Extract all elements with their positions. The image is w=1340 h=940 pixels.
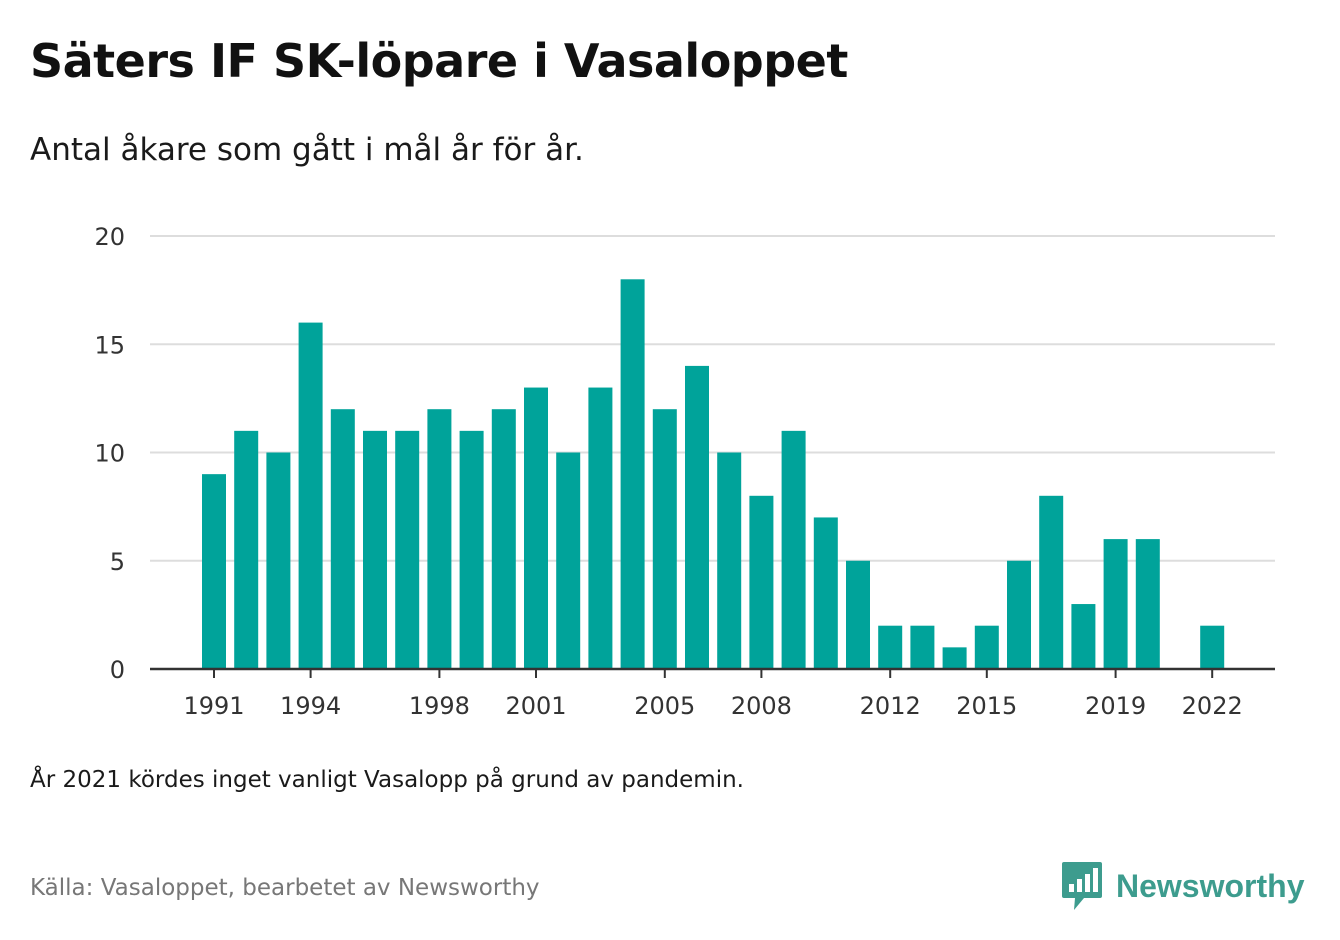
x-tick-label: 2005	[634, 692, 695, 720]
bar-2017	[1039, 495, 1064, 669]
bar-2009	[781, 430, 806, 669]
bars	[202, 279, 1225, 669]
bar-2019	[1103, 539, 1128, 669]
bar-2011	[846, 560, 870, 669]
bar-1999	[459, 430, 484, 669]
x-tick-label: 2012	[860, 692, 921, 720]
brand-name: Newsworthy	[1116, 867, 1305, 904]
bar-2012	[878, 625, 903, 669]
source-text: Källa: Vasaloppet, bearbetet av Newswort…	[30, 875, 540, 901]
bar-2015	[974, 625, 999, 669]
y-tick-label: 0	[110, 656, 125, 684]
x-tick-label: 1998	[409, 692, 470, 720]
bar-2008	[749, 495, 774, 669]
x-tick-label: 2015	[956, 692, 1017, 720]
bar-2007	[717, 452, 742, 669]
newsworthy-logo-icon	[1062, 862, 1102, 910]
bar-2000	[491, 409, 516, 669]
bar-2003	[588, 387, 613, 669]
bar-2020	[1135, 539, 1160, 669]
bar-1993	[266, 452, 291, 669]
bar-2022	[1200, 625, 1225, 669]
bar-2001	[524, 387, 548, 669]
bar-2005	[652, 409, 677, 669]
bar-1995	[330, 409, 355, 669]
x-axis	[150, 667, 1275, 678]
bar-chart: 0 5 10 15 20 1991 1994 1998 2001 2005 2008 2012 201…	[94, 223, 1275, 720]
chart-title: Säters IF SK-löpare i Vasaloppet	[30, 34, 848, 88]
bar-1996	[363, 430, 387, 669]
bar-2004	[620, 279, 645, 669]
x-tick-label: 1991	[183, 692, 244, 720]
bar-1991	[202, 474, 226, 669]
y-tick-label: 20	[94, 223, 125, 251]
y-tick-label: 5	[110, 548, 125, 576]
bar-2013	[910, 625, 935, 669]
chart-note: År 2021 kördes inget vanligt Vasalopp på…	[30, 767, 744, 793]
bar-2002	[556, 452, 581, 669]
bar-1992	[234, 430, 259, 669]
bar-2006	[685, 365, 709, 669]
x-tick-label: 2001	[505, 692, 566, 720]
x-tick-label: 1994	[280, 692, 341, 720]
y-axis-labels: 0 5 10 15 20	[94, 223, 125, 684]
chart-subtitle: Antal åkare som gått i mål år för år.	[30, 132, 584, 168]
bar-1994	[298, 322, 323, 669]
x-tick-label: 2022	[1182, 692, 1243, 720]
bar-2016	[1007, 560, 1031, 669]
bar-2010	[813, 517, 838, 669]
bar-2014	[942, 647, 967, 669]
x-tick-label: 2008	[731, 692, 792, 720]
bar-1998	[427, 409, 452, 669]
bar-1997	[395, 430, 420, 669]
y-tick-label: 15	[94, 331, 125, 359]
x-tick-label: 2019	[1085, 692, 1146, 720]
newsworthy-logo: Newsworthy	[1060, 860, 1304, 912]
x-axis-labels: 1991 1994 1998 2001 2005 2008 2012 2015 2019 2022	[183, 692, 1242, 720]
bar-2018	[1071, 604, 1096, 669]
y-tick-label: 10	[94, 440, 125, 468]
